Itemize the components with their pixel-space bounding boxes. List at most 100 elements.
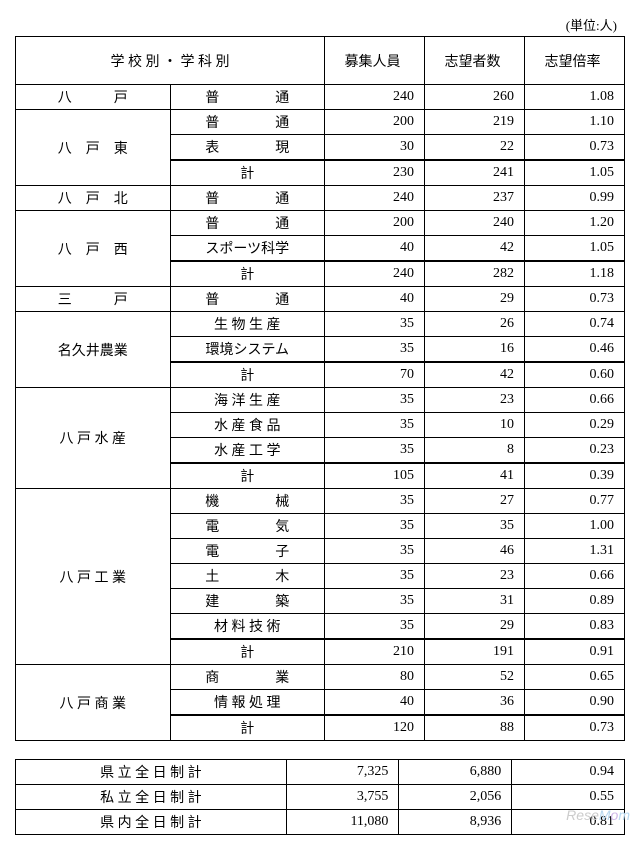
cell-app: 219 [425, 110, 525, 135]
summary-app: 6,880 [399, 760, 512, 785]
table-row: 八 戸 工 業機 械35270.77 [16, 489, 625, 514]
cell-ratio: 1.05 [525, 236, 625, 262]
cell-app: 237 [425, 186, 525, 211]
subtotal-cap: 240 [325, 261, 425, 287]
table-row: 八 戸 水 産海 洋 生 産35230.66 [16, 388, 625, 413]
subtotal-cap: 70 [325, 362, 425, 388]
school-name: 八 戸 北 [16, 186, 171, 211]
unit-label: (単位:人) [15, 15, 625, 34]
table-row: 八 戸 東普 通2002191.10 [16, 110, 625, 135]
cell-cap: 240 [325, 85, 425, 110]
cell-app: 240 [425, 211, 525, 236]
summary-ratio: 0.94 [512, 760, 625, 785]
subtotal-cap: 210 [325, 639, 425, 665]
school-name: 八 戸 商 業 [16, 665, 171, 741]
cell-cap: 35 [325, 614, 425, 640]
cell-cap: 40 [325, 287, 425, 312]
dept-name: 情 報 処 理 [170, 690, 325, 716]
dept-name: スポーツ科学 [170, 236, 325, 262]
table-row: 三 戸普 通40290.73 [16, 287, 625, 312]
table-row: 八 戸 北普 通2402370.99 [16, 186, 625, 211]
summary-cap: 7,325 [286, 760, 399, 785]
cell-cap: 40 [325, 690, 425, 716]
cell-ratio: 0.29 [525, 413, 625, 438]
header-school-dept: 学 校 別 ・ 学 科 別 [16, 37, 325, 85]
cell-ratio: 0.66 [525, 564, 625, 589]
dept-name: 普 通 [170, 186, 325, 211]
table-row: 八 戸 西普 通2002401.20 [16, 211, 625, 236]
cell-ratio: 1.00 [525, 514, 625, 539]
cell-app: 29 [425, 287, 525, 312]
subtotal-label: 計 [170, 715, 325, 741]
main-table: 学 校 別 ・ 学 科 別 募集人員 志望者数 志望倍率 八 戸普 通24026… [15, 36, 625, 741]
summary-label: 私 立 全 日 制 計 [16, 785, 287, 810]
cell-cap: 30 [325, 135, 425, 161]
dept-name: 機 械 [170, 489, 325, 514]
cell-ratio: 0.74 [525, 312, 625, 337]
cell-cap: 35 [325, 337, 425, 363]
dept-name: 表 現 [170, 135, 325, 161]
cell-app: 36 [425, 690, 525, 716]
dept-name: 環境システム [170, 337, 325, 363]
cell-ratio: 0.73 [525, 135, 625, 161]
cell-cap: 35 [325, 564, 425, 589]
cell-cap: 35 [325, 489, 425, 514]
subtotal-cap: 105 [325, 463, 425, 489]
cell-cap: 40 [325, 236, 425, 262]
cell-app: 26 [425, 312, 525, 337]
summary-row: 県 立 全 日 制 計7,3256,8800.94 [16, 760, 625, 785]
cell-ratio: 0.83 [525, 614, 625, 640]
school-name: 八 戸 工 業 [16, 489, 171, 665]
cell-ratio: 0.46 [525, 337, 625, 363]
cell-app: 260 [425, 85, 525, 110]
dept-name: 水 産 食 品 [170, 413, 325, 438]
cell-cap: 35 [325, 388, 425, 413]
cell-ratio: 0.90 [525, 690, 625, 716]
subtotal-ratio: 1.18 [525, 261, 625, 287]
dept-name: 普 通 [170, 85, 325, 110]
cell-app: 23 [425, 564, 525, 589]
summary-app: 2,056 [399, 785, 512, 810]
cell-app: 52 [425, 665, 525, 690]
cell-ratio: 0.65 [525, 665, 625, 690]
cell-cap: 200 [325, 110, 425, 135]
cell-app: 46 [425, 539, 525, 564]
subtotal-label: 計 [170, 261, 325, 287]
school-name: 名久井農業 [16, 312, 171, 388]
cell-ratio: 0.73 [525, 287, 625, 312]
dept-name: 海 洋 生 産 [170, 388, 325, 413]
dept-name: 水 産 工 学 [170, 438, 325, 464]
cell-ratio: 0.77 [525, 489, 625, 514]
summary-cap: 3,755 [286, 785, 399, 810]
subtotal-ratio: 0.39 [525, 463, 625, 489]
subtotal-app: 282 [425, 261, 525, 287]
subtotal-label: 計 [170, 639, 325, 665]
subtotal-label: 計 [170, 160, 325, 186]
cell-app: 29 [425, 614, 525, 640]
header-ratio: 志望倍率 [525, 37, 625, 85]
dept-name: 電 気 [170, 514, 325, 539]
school-name: 八 戸 東 [16, 110, 171, 186]
school-name: 三 戸 [16, 287, 171, 312]
cell-app: 8 [425, 438, 525, 464]
dept-name: 商 業 [170, 665, 325, 690]
table-row: 名久井農業生 物 生 産35260.74 [16, 312, 625, 337]
cell-ratio: 1.08 [525, 85, 625, 110]
dept-name: 普 通 [170, 211, 325, 236]
header-row: 学 校 別 ・ 学 科 別 募集人員 志望者数 志望倍率 [16, 37, 625, 85]
cell-app: 35 [425, 514, 525, 539]
cell-ratio: 1.10 [525, 110, 625, 135]
summary-row: 私 立 全 日 制 計3,7552,0560.55 [16, 785, 625, 810]
cell-app: 42 [425, 236, 525, 262]
cell-cap: 200 [325, 211, 425, 236]
subtotal-app: 241 [425, 160, 525, 186]
subtotal-app: 191 [425, 639, 525, 665]
subtotal-app: 88 [425, 715, 525, 741]
summary-label: 県 立 全 日 制 計 [16, 760, 287, 785]
cell-ratio: 0.99 [525, 186, 625, 211]
cell-cap: 35 [325, 589, 425, 614]
dept-name: 普 通 [170, 287, 325, 312]
summary-ratio: 0.55 [512, 785, 625, 810]
cell-cap: 35 [325, 413, 425, 438]
cell-app: 23 [425, 388, 525, 413]
